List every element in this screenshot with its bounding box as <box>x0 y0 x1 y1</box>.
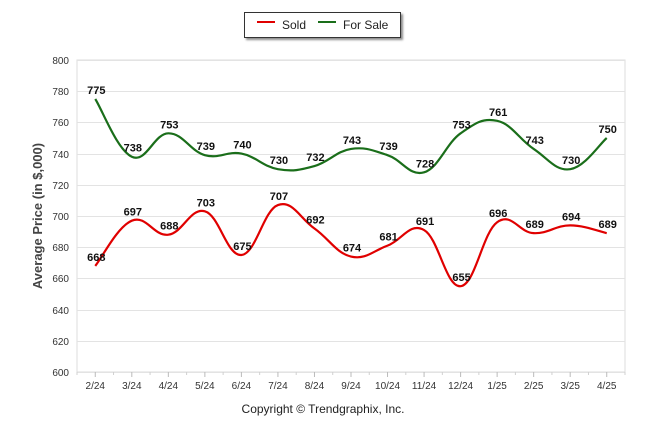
data-label-for-sale: 753 <box>452 119 470 131</box>
x-tick-label: 9/24 <box>341 381 361 392</box>
data-label-for-sale: 761 <box>489 107 507 119</box>
x-tick-label: 6/24 <box>232 381 252 392</box>
data-label-for-sale: 750 <box>599 124 617 136</box>
y-tick-label: 680 <box>52 243 69 254</box>
data-label-for-sale: 739 <box>197 141 215 153</box>
y-tick-label: 720 <box>52 181 69 192</box>
y-tick-label: 620 <box>52 337 69 348</box>
legend-swatch-for-sale <box>318 21 336 23</box>
data-label-for-sale: 730 <box>562 155 580 167</box>
x-tick-label: 3/24 <box>122 381 142 392</box>
data-label-sold: 689 <box>525 219 543 231</box>
data-label-sold: 694 <box>562 211 581 223</box>
data-label-sold: 675 <box>233 241 251 253</box>
x-tick-label: 2/25 <box>524 381 544 392</box>
data-label-for-sale: 775 <box>87 85 105 97</box>
x-tick-label: 5/24 <box>195 381 215 392</box>
data-label-for-sale: 738 <box>124 143 142 155</box>
data-label-for-sale: 732 <box>306 152 324 164</box>
data-label-sold: 681 <box>379 232 397 244</box>
data-label-for-sale: 730 <box>270 155 288 167</box>
legend-label-sold: Sold <box>282 18 307 32</box>
y-tick-label: 760 <box>52 118 69 129</box>
data-label-for-sale: 743 <box>525 135 543 147</box>
data-label-sold: 691 <box>416 216 434 228</box>
legend: Sold For Sale <box>244 12 401 38</box>
y-tick-label: 600 <box>52 368 69 379</box>
legend-label-for-sale: For Sale <box>343 18 389 32</box>
series-line-for-sale <box>94 98 608 175</box>
x-tick-label: 8/24 <box>305 381 325 392</box>
data-label-sold: 655 <box>452 272 470 284</box>
y-tick-label: 660 <box>52 274 69 285</box>
y-axis-label: Average Price (in $,000) <box>30 143 45 289</box>
y-tick-label: 780 <box>52 87 69 98</box>
data-label-sold: 688 <box>160 221 178 233</box>
y-tick-label: 800 <box>52 56 69 67</box>
y-tick-label: 640 <box>52 306 69 317</box>
x-tick-label: 11/24 <box>412 381 437 392</box>
data-label-sold: 689 <box>599 219 617 231</box>
x-tick-label: 1/25 <box>487 381 507 392</box>
x-tick-label: 2/24 <box>86 381 106 392</box>
x-tick-label: 3/25 <box>560 381 580 392</box>
x-tick-label: 10/24 <box>375 381 400 392</box>
data-label-sold: 697 <box>124 207 142 219</box>
series-line-sold <box>94 203 607 288</box>
data-label-for-sale: 743 <box>343 135 361 147</box>
data-label-sold: 707 <box>270 191 288 203</box>
copyright-text: Copyright © Trendgraphix, Inc. <box>241 402 405 416</box>
x-tick-label: 12/24 <box>448 381 473 392</box>
x-tick-label: 4/25 <box>597 381 617 392</box>
data-label-for-sale: 739 <box>379 141 397 153</box>
y-tick-label: 700 <box>52 212 69 223</box>
data-label-for-sale: 753 <box>160 119 178 131</box>
y-tick-label: 740 <box>52 150 69 161</box>
data-label-sold: 692 <box>306 214 324 226</box>
legend-swatch-sold <box>257 21 275 23</box>
data-label-for-sale: 740 <box>233 140 251 152</box>
data-label-sold: 674 <box>343 243 362 255</box>
x-tick-label: 7/24 <box>268 381 288 392</box>
x-tick-label: 4/24 <box>159 381 179 392</box>
data-label-sold: 668 <box>87 252 105 264</box>
data-label-sold: 703 <box>197 197 215 209</box>
data-label-sold: 696 <box>489 208 507 220</box>
data-label-for-sale: 728 <box>416 158 434 170</box>
